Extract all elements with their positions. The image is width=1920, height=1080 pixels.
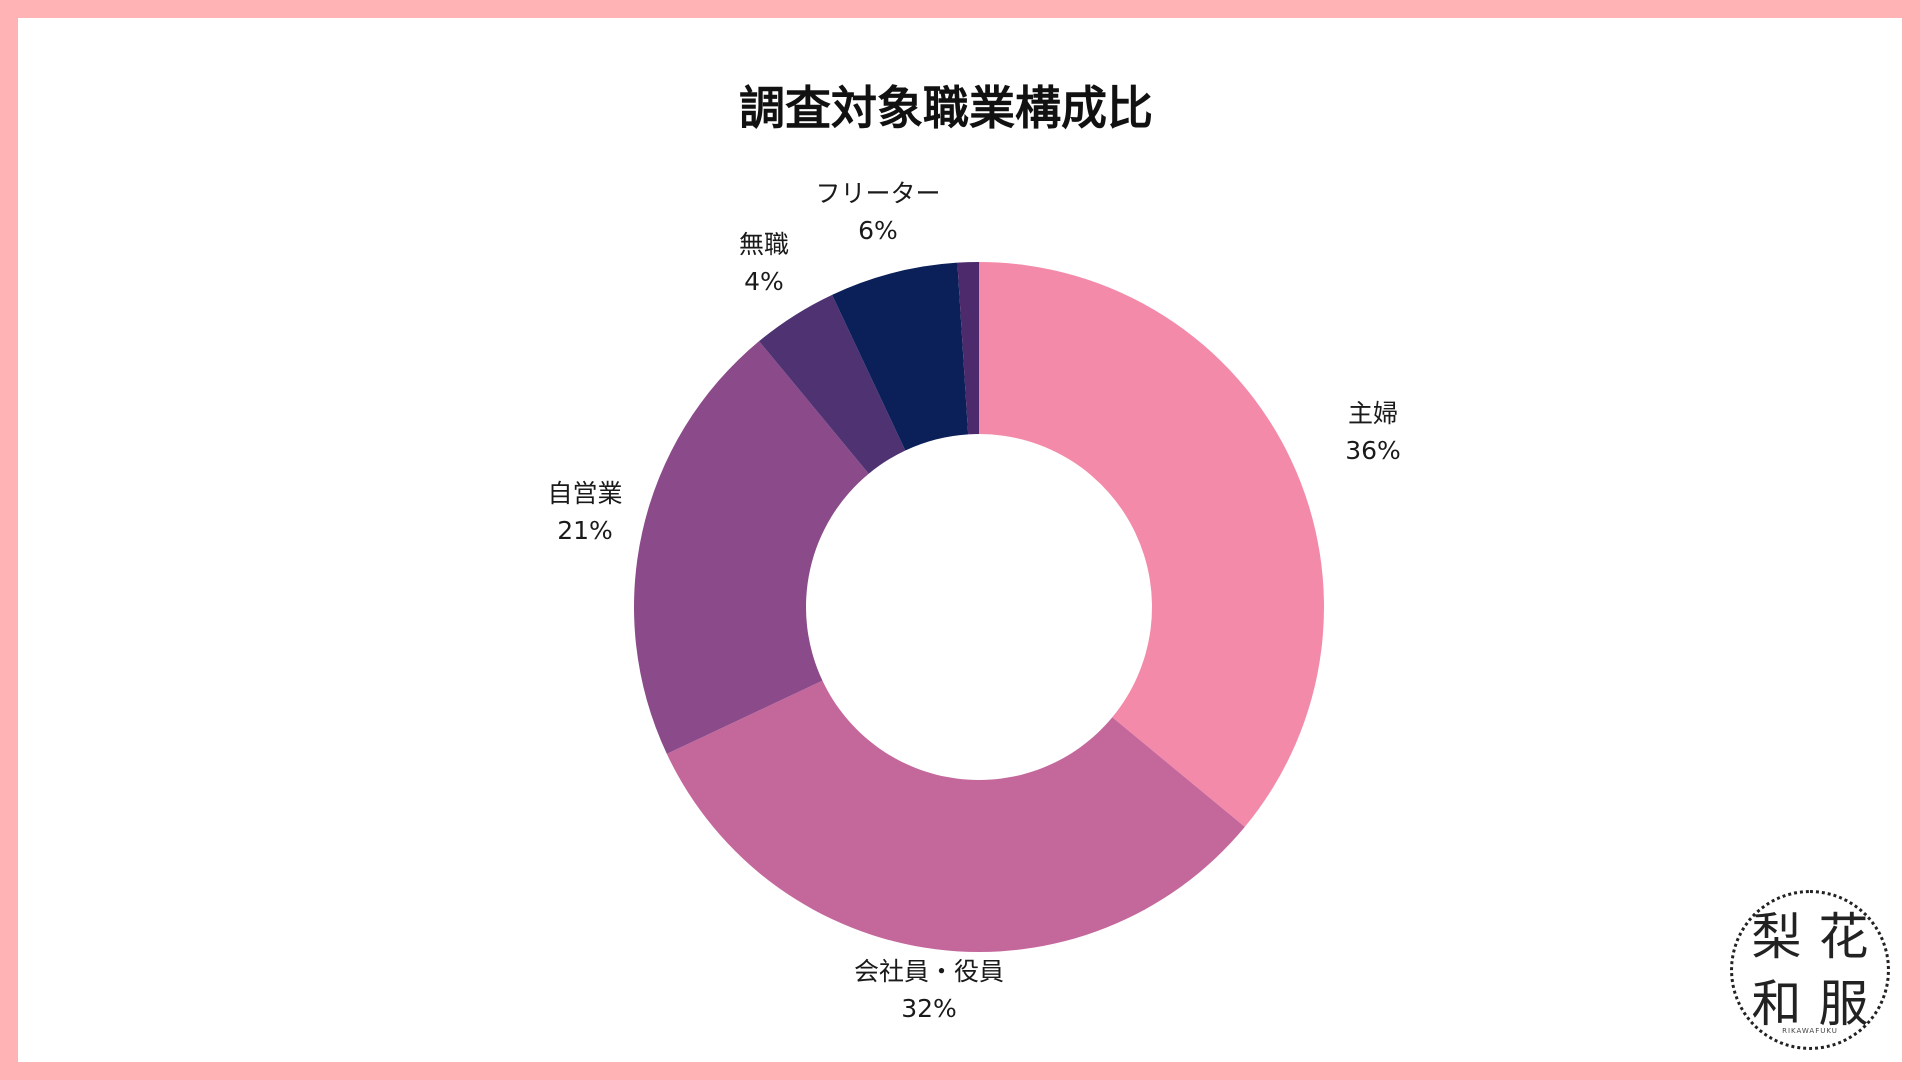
donut-slice-0 xyxy=(979,262,1324,827)
logo-char-4: 服 xyxy=(1818,974,1869,1033)
donut-slices xyxy=(634,262,1324,952)
slice-label-percent: 36% xyxy=(1345,436,1401,465)
slice-label-name: 主婦 xyxy=(1348,399,1398,428)
logo-char-3: 和 xyxy=(1751,974,1802,1033)
donut-slice-2 xyxy=(634,341,869,754)
donut-slice-unlabeled xyxy=(957,262,979,435)
slice-label-percent: 32% xyxy=(901,994,957,1023)
slice-label-name: フリーター xyxy=(815,179,940,208)
donut-slice-3 xyxy=(759,294,906,474)
logo-char-1: 梨 xyxy=(1751,907,1802,966)
donut-slice-1 xyxy=(666,680,1245,952)
slice-label-percent: 21% xyxy=(557,516,613,545)
logo-char-2: 花 xyxy=(1818,907,1869,966)
chart-title: 調査対象職業構成比 xyxy=(739,81,1153,135)
slice-label-percent: 4% xyxy=(744,267,784,296)
slice-label-name: 無職 xyxy=(739,230,789,259)
slice-label-percent: 6% xyxy=(858,216,898,245)
logo-subtext: RIKAWAFUKU xyxy=(1782,1027,1838,1035)
slice-label-name: 会社員・役員 xyxy=(854,957,1004,986)
brand-logo: 梨 花 和 服 RIKAWAFUKU xyxy=(1730,890,1890,1050)
slice-label-name: 自営業 xyxy=(547,479,622,508)
slice-labels: 主婦 36% 会社員・役員 32% 自営業 21% 無職 4% フリーター 6% xyxy=(547,179,1400,1023)
donut-slice-4 xyxy=(832,262,969,451)
